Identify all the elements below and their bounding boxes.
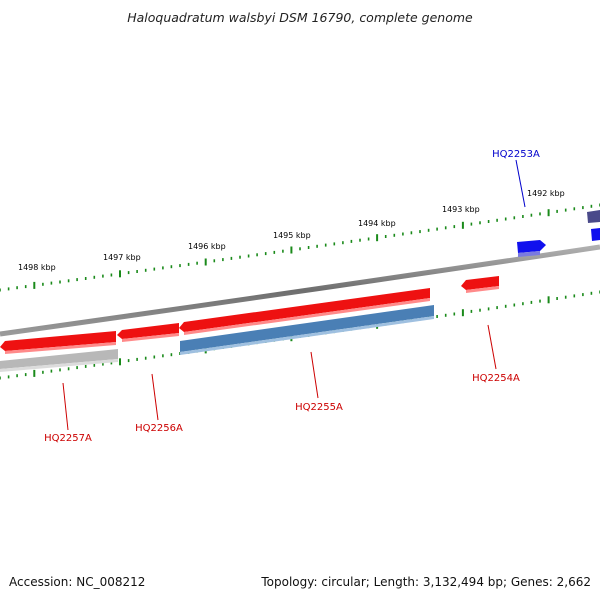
- gene-label-HQ2255A[interactable]: HQ2255A: [295, 402, 343, 413]
- gene-arrow-HQ2257A-shadow: [5, 342, 116, 354]
- feature-bar-blue-shadow: [180, 316, 434, 355]
- leader-HQ2255A: [310, 351, 319, 399]
- ruler-label-1494: 1494 kbp: [358, 219, 396, 228]
- genome-title: Haloquadratum walsbyi DSM 16790, complet…: [127, 10, 473, 25]
- genome-backbone: [0, 244, 600, 337]
- reverse-genes: [0, 276, 499, 354]
- ruler-track-upper: [0, 203, 600, 292]
- gene-labels: HQ2253A HQ2254A HQ2255A HQ2256A HQ2257A: [44, 149, 540, 444]
- gene-arrow-HQ2253A-shadow: [518, 251, 540, 257]
- feature-bar-grey[interactable]: [0, 349, 118, 369]
- gene-arrow-HQ2255A[interactable]: [179, 288, 430, 332]
- leader-HQ2256A: [151, 373, 159, 421]
- gene-arrow-HQ2256A-shadow: [122, 333, 179, 342]
- gene-arrow-HQ2254A-shadow: [466, 286, 499, 293]
- forward-genes: [517, 210, 600, 257]
- accession-text: Accession: NC_008212: [9, 575, 146, 589]
- leader-HQ2254A: [487, 324, 497, 370]
- leader-HQ2257A: [62, 382, 69, 431]
- genome-stats-text: Topology: circular; Length: 3,132,494 bp…: [261, 575, 591, 589]
- gene-label-HQ2254A[interactable]: HQ2254A: [472, 373, 520, 384]
- ruler-label-1497: 1497 kbp: [103, 253, 141, 262]
- leader-HQ2253A: [515, 159, 526, 208]
- ruler-label-1498: 1498 kbp: [18, 263, 56, 272]
- gene-arrow-HQ2253A[interactable]: [517, 240, 546, 253]
- backbone-arc: [0, 244, 600, 337]
- gene-arrow-HQ2257A[interactable]: [0, 331, 116, 351]
- ruler-label-1495: 1495 kbp: [273, 231, 311, 240]
- gene-arrow-HQ2254A[interactable]: [461, 276, 499, 290]
- gene-arrow-HQ2256A[interactable]: [117, 323, 179, 339]
- gene-label-HQ2256A[interactable]: HQ2256A: [135, 423, 183, 434]
- ruler-label-1492: 1492 kbp: [527, 189, 565, 198]
- gene-arrow-offscreen-2[interactable]: [591, 228, 600, 241]
- gene-label-HQ2257A[interactable]: HQ2257A: [44, 433, 92, 444]
- ruler-label-1496: 1496 kbp: [188, 242, 226, 251]
- feature-bars: [0, 305, 434, 372]
- gene-label-HQ2253A[interactable]: HQ2253A: [492, 149, 540, 160]
- gene-arrow-offscreen-1[interactable]: [587, 210, 600, 223]
- gene-arrow-HQ2255A-shadow: [184, 298, 430, 335]
- label-leaders: [62, 159, 526, 431]
- ruler-label-1493: 1493 kbp: [442, 205, 480, 214]
- ruler-labels: 1492 kbp 1493 kbp 1494 kbp 1495 kbp 1496…: [18, 189, 565, 272]
- feature-bar-grey-shadow: [0, 359, 118, 372]
- feature-bar-blue[interactable]: [180, 305, 434, 352]
